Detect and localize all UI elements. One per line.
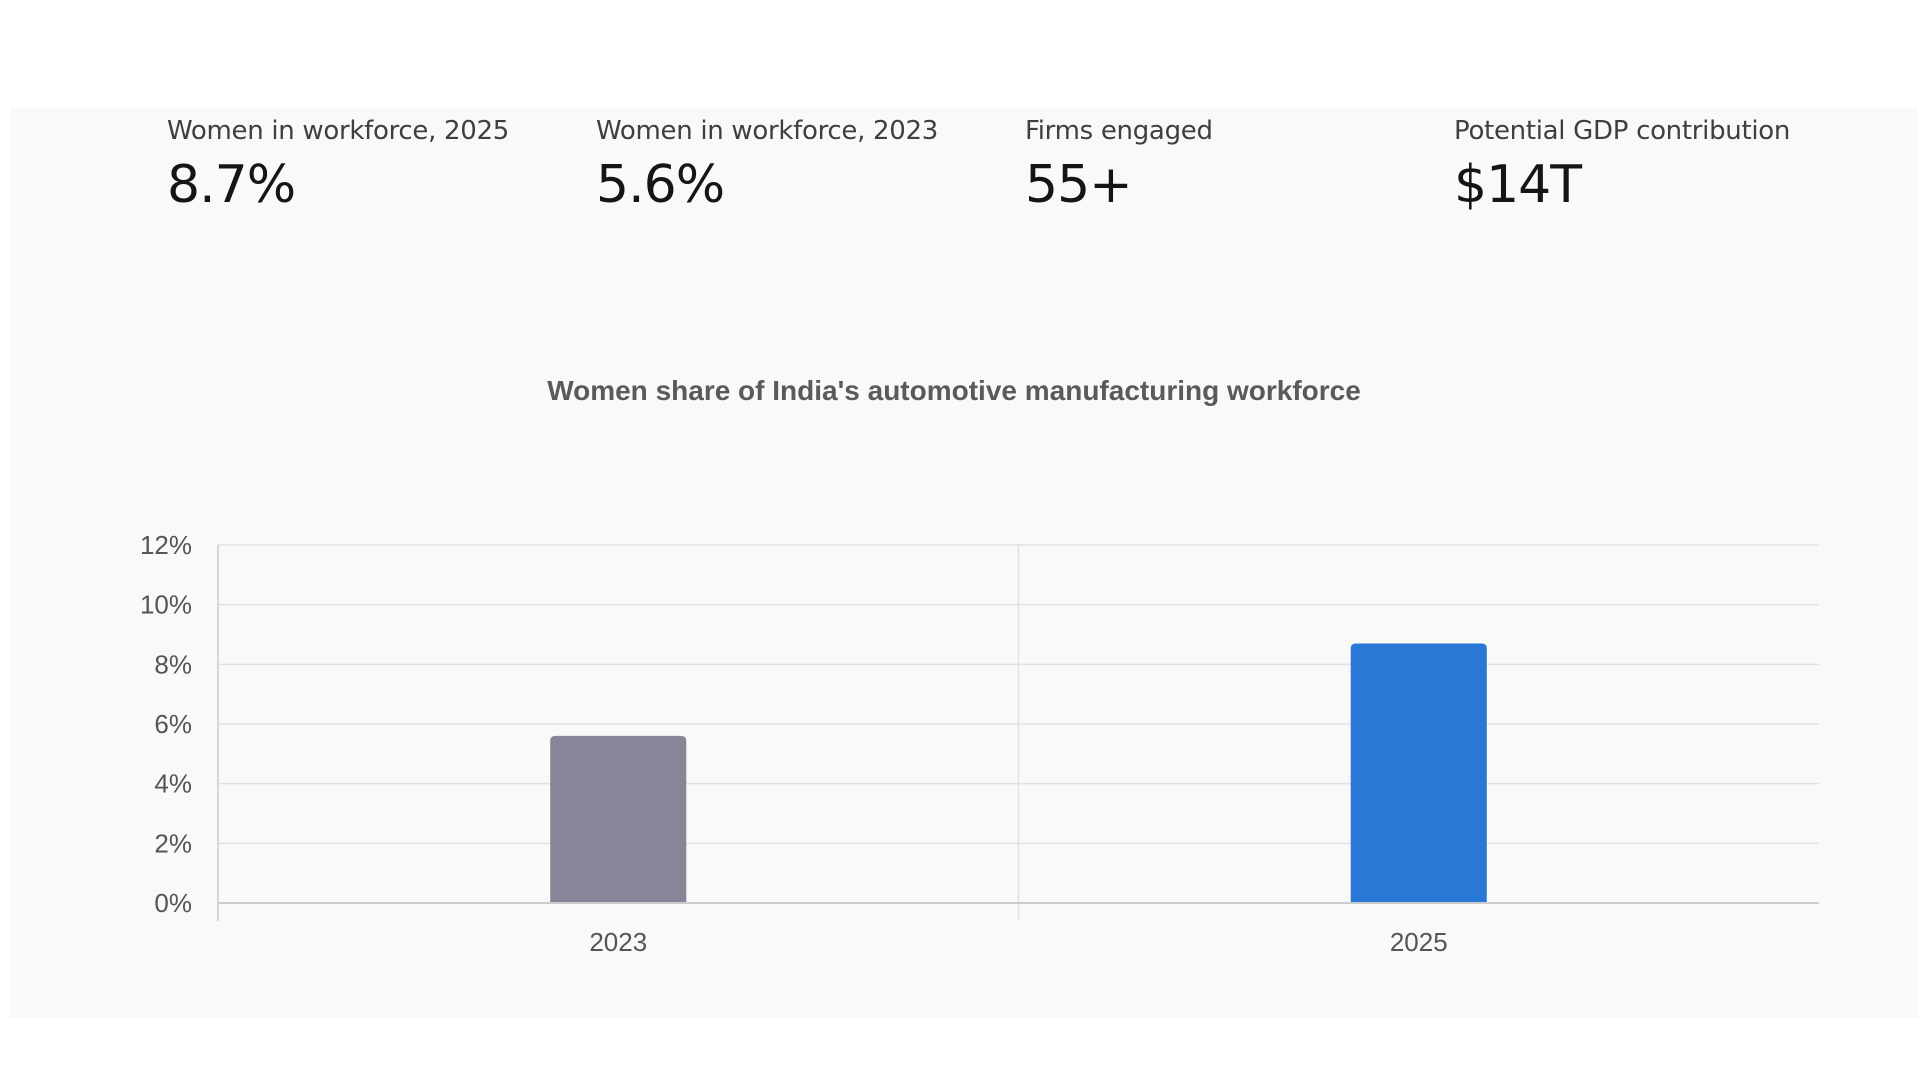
stat-value: 5.6% bbox=[596, 155, 725, 215]
stat-value: 55+ bbox=[1025, 155, 1133, 215]
y-tick-label: 0% bbox=[154, 888, 192, 918]
x-tick-label: 2023 bbox=[589, 927, 647, 957]
stat-firms-engaged: Firms engaged 55+ bbox=[1025, 113, 1385, 215]
bar-2023 bbox=[550, 735, 687, 903]
x-tick-label: 2025 bbox=[1390, 927, 1448, 957]
y-tick-label: 8% bbox=[154, 649, 192, 679]
stat-value: 8.7% bbox=[167, 155, 296, 215]
bar-2025 bbox=[1350, 643, 1487, 903]
y-tick-label: 4% bbox=[154, 769, 192, 799]
stat-label: Firms engaged bbox=[1025, 116, 1213, 146]
stat-label: Women in workforce, 2025 bbox=[167, 116, 510, 146]
bars bbox=[550, 643, 1487, 903]
y-tick-label: 2% bbox=[154, 828, 192, 858]
tick-labels: 0% 2% 4% 6% 8% 10% 12% 2023 2025 bbox=[140, 530, 1448, 957]
axes bbox=[217, 545, 1819, 921]
stat-gdp-contribution: Potential GDP contribution $14T bbox=[1454, 113, 1814, 215]
stat-label: Potential GDP contribution bbox=[1454, 116, 1791, 146]
stats-panel bbox=[10, 108, 1918, 1018]
stat-women-2023: Women in workforce, 2023 5.6% bbox=[596, 113, 956, 215]
chart-title: Women share of India's automotive manufa… bbox=[547, 375, 1361, 406]
grid-lines bbox=[218, 544, 1819, 921]
y-tick-label: 10% bbox=[140, 590, 192, 620]
y-tick-label: 6% bbox=[154, 709, 192, 739]
stat-label: Women in workforce, 2023 bbox=[596, 116, 939, 146]
stat-value: $14T bbox=[1454, 155, 1582, 215]
y-tick-label: 12% bbox=[140, 530, 192, 560]
stat-women-2025: Women in workforce, 2025 8.7% bbox=[167, 113, 527, 215]
